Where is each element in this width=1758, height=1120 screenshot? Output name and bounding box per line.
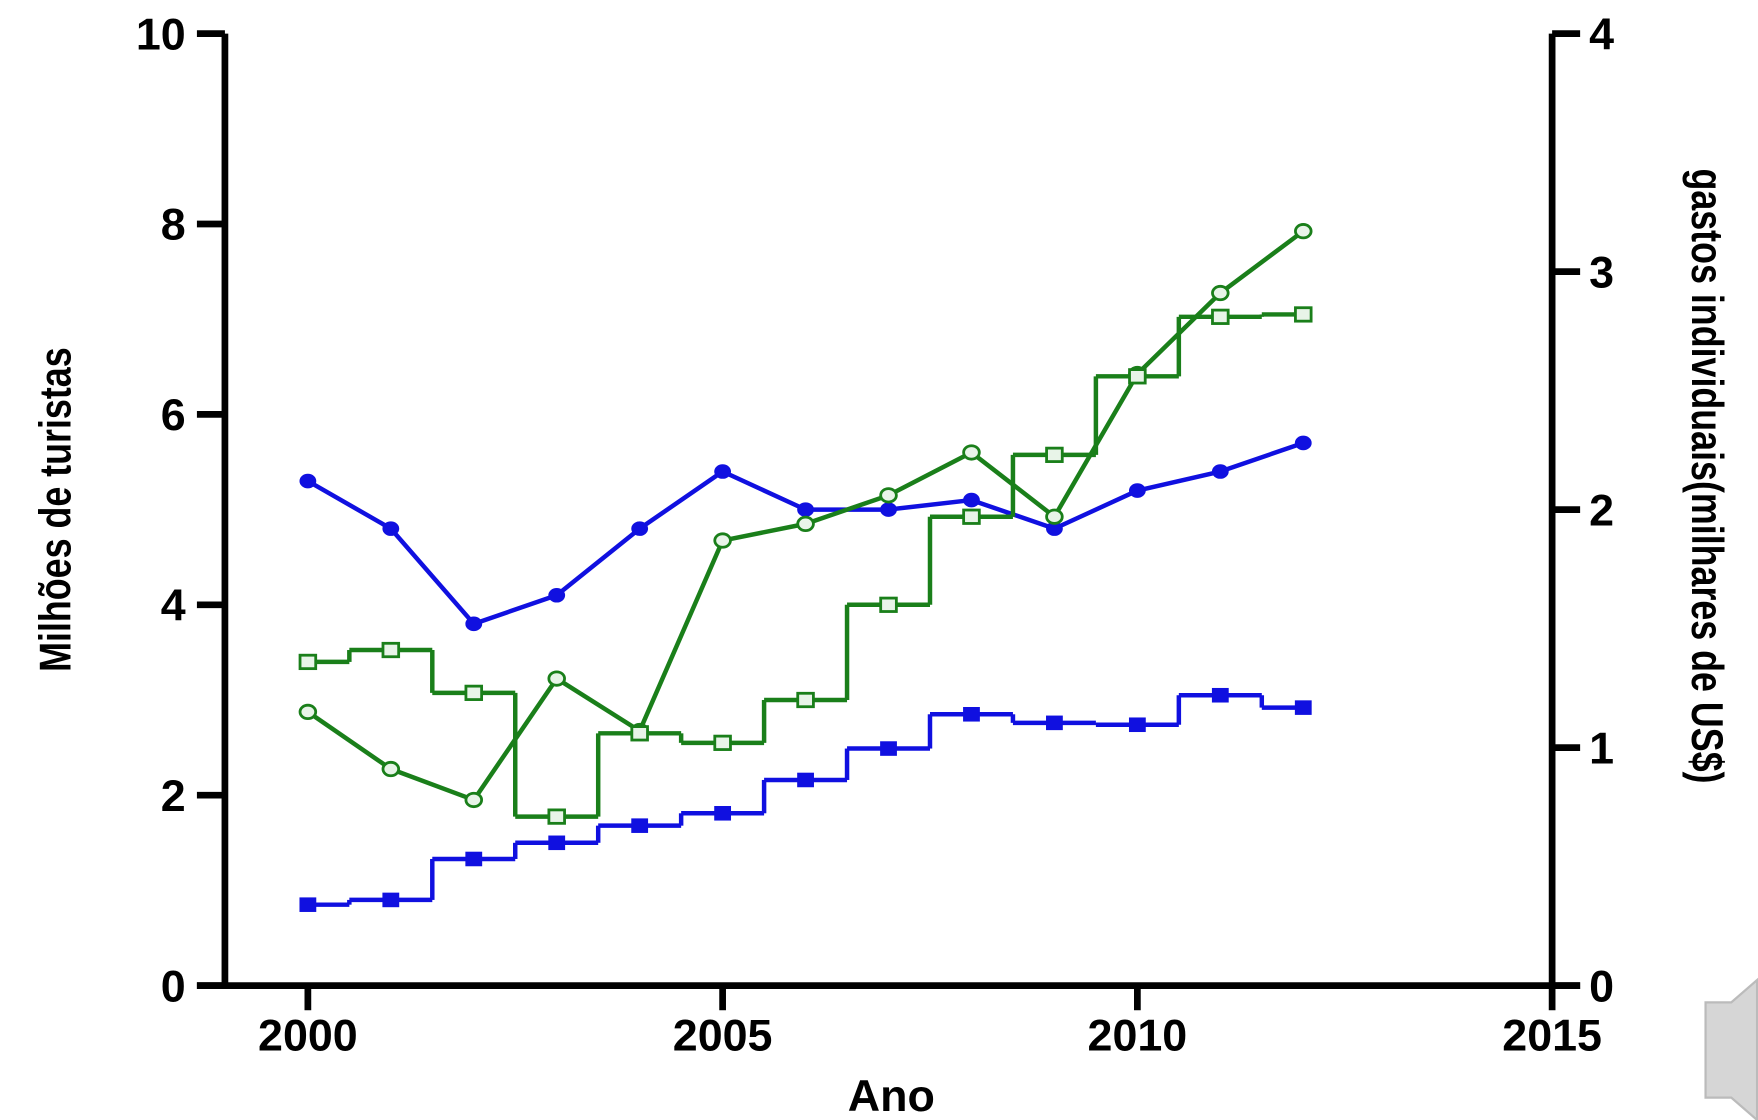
marker: [1211, 308, 1230, 325]
x-tick-label: 2000: [258, 1011, 358, 1061]
marker: [962, 508, 981, 525]
x-tick-label: 2005: [673, 1011, 773, 1061]
y2-tick-label: 3: [1589, 247, 1614, 297]
marker: [1046, 715, 1063, 731]
marker: [547, 808, 566, 825]
marker: [548, 588, 566, 603]
y-tick-label: 0: [161, 961, 186, 1011]
marker: [1211, 284, 1230, 302]
marker: [298, 653, 318, 671]
marker: [298, 703, 318, 721]
marker: [630, 725, 649, 742]
marker: [1045, 446, 1064, 463]
y-tick-label: 6: [161, 390, 186, 440]
y-tick-label: 4: [161, 580, 186, 630]
marker: [464, 684, 484, 701]
y-tick-label: 2: [161, 771, 186, 821]
marker: [1294, 435, 1312, 451]
marker: [1128, 368, 1147, 385]
y2-tick-label: 2: [1589, 485, 1614, 535]
marker: [299, 473, 317, 489]
marker: [1211, 687, 1229, 703]
y2-axis-label: gastos individuais(milhares de US$): [1682, 168, 1733, 783]
marker: [796, 515, 815, 532]
x-axis-label: Ano: [848, 1071, 935, 1120]
marker: [879, 487, 898, 504]
marker: [880, 741, 897, 756]
marker: [548, 835, 566, 851]
marker: [714, 806, 732, 821]
y-tick-label: 10: [136, 9, 186, 59]
marker: [631, 818, 649, 833]
marker: [1294, 223, 1313, 240]
y-tick-label: 8: [161, 200, 186, 250]
marker: [465, 616, 483, 632]
marker: [797, 502, 814, 517]
y2-tick-label: 0: [1589, 961, 1614, 1011]
marker: [713, 532, 732, 549]
series-line: [306, 440, 1304, 627]
marker: [797, 772, 814, 788]
marker: [1294, 306, 1313, 323]
marker: [713, 734, 732, 751]
x-tick-label: 2010: [1088, 1011, 1188, 1061]
marker: [382, 892, 400, 908]
marker: [547, 670, 566, 687]
marker: [381, 641, 401, 659]
marker: [1045, 508, 1064, 525]
marker: [1128, 483, 1146, 498]
marker: [714, 464, 732, 479]
x-tick-label: 2015: [1502, 1011, 1602, 1061]
marker: [879, 596, 898, 613]
speaker-icon: [1704, 977, 1758, 1120]
marker: [880, 502, 897, 517]
y2-tick-label: 4: [1589, 9, 1614, 59]
marker: [962, 444, 981, 461]
marker: [631, 521, 649, 536]
marker: [382, 521, 400, 536]
marker: [796, 691, 815, 709]
y2-tick-label: 1: [1589, 723, 1614, 773]
marker: [465, 851, 483, 867]
y-axis-label: Milhões de turistas: [30, 347, 81, 671]
marker: [963, 707, 980, 722]
marker: [1211, 464, 1229, 479]
marker: [1294, 700, 1312, 715]
marker: [963, 492, 980, 508]
marker: [381, 760, 401, 778]
marker: [299, 897, 317, 912]
marker: [464, 791, 484, 809]
marker: [1128, 717, 1146, 733]
